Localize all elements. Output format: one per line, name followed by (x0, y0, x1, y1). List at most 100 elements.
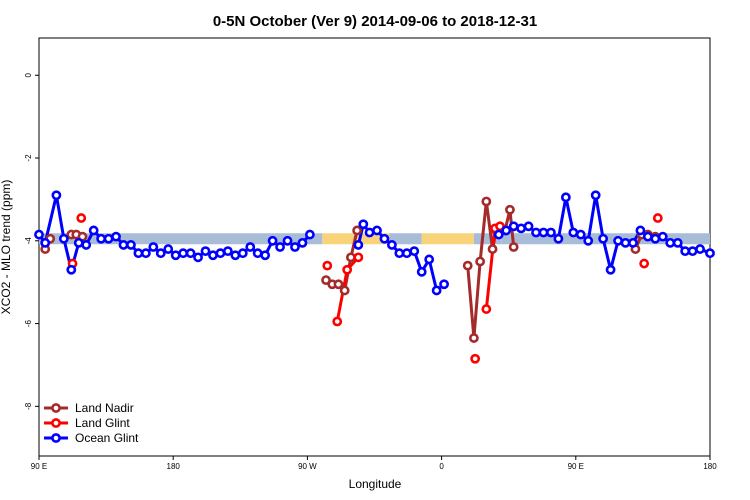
legend-marker-ocean-glint (51, 433, 61, 443)
data-point-ocean-glint (170, 250, 181, 261)
data-point-ocean-glint (401, 248, 412, 259)
data-point-ocean-glint (140, 248, 151, 259)
data-point-ocean-glint (230, 250, 241, 261)
data-point-land-nadir (481, 196, 492, 207)
data-point-ocean-glint (657, 231, 668, 242)
data-point-ocean-glint (583, 235, 594, 246)
data-point-ocean-glint (665, 237, 676, 248)
data-point-ocean-glint (297, 237, 308, 248)
data-point-ocean-glint (372, 225, 382, 236)
y-tick-label: -6 (24, 319, 33, 327)
y-axis: 0 -2 -4 -6 -8 (24, 72, 39, 410)
data-point-land-nadir (339, 285, 350, 296)
data-point-ocean-glint (133, 248, 144, 259)
data-point-ocean-glint (282, 235, 293, 246)
series-layer (34, 190, 715, 364)
data-point-ocean-glint (620, 237, 631, 248)
data-point-land-glint (652, 213, 663, 223)
data-point-ocean-glint (650, 233, 661, 244)
x-tick-label: 180 (167, 462, 181, 471)
data-point-ocean-glint (237, 248, 248, 259)
data-point-ocean-glint (208, 250, 218, 261)
data-point-ocean-glint (386, 240, 397, 250)
legend-label-land-nadir: Land Nadir (75, 401, 134, 415)
chart-title: 0-5N October (Ver 9) 2014-09-06 to 2018-… (213, 13, 537, 30)
data-point-ocean-glint (493, 229, 504, 240)
data-point-land-glint (322, 260, 333, 271)
data-point-ocean-glint (590, 190, 601, 201)
data-point-ocean-glint (222, 246, 233, 257)
data-point-ocean-glint (88, 225, 99, 236)
data-point-ocean-glint (155, 248, 166, 259)
data-point-ocean-glint (695, 244, 705, 254)
data-point-ocean-glint (51, 190, 62, 201)
data-point-ocean-glint (523, 221, 534, 232)
data-point-ocean-glint (304, 229, 315, 240)
legend-marker-land-glint (51, 418, 61, 428)
data-point-land-nadir (469, 333, 479, 343)
data-point-ocean-glint (516, 223, 527, 234)
data-point-land-nadir (352, 225, 363, 236)
data-point-land-glint (639, 258, 650, 269)
data-point-ocean-glint (568, 227, 579, 238)
data-point-ocean-glint (613, 235, 623, 246)
data-point-ocean-glint (66, 264, 77, 275)
data-point-land-nadir (333, 279, 344, 290)
legend-label-ocean-glint: Ocean Glint (75, 431, 139, 445)
data-point-land-glint (353, 252, 364, 263)
data-point-ocean-glint (546, 227, 556, 238)
data-point-ocean-glint (267, 235, 278, 246)
x-tick-label: 90 W (298, 462, 317, 471)
x-axis: 90 E 180 90 W 0 90 E 180 (31, 456, 717, 471)
series-line-ocean-glint (498, 193, 711, 272)
data-point-ocean-glint (260, 250, 271, 261)
data-point-ocean-glint (508, 221, 519, 232)
data-point-ocean-glint (605, 264, 616, 275)
plot-frame (38, 37, 711, 457)
data-point-ocean-glint (553, 233, 564, 244)
data-point-ocean-glint (705, 248, 715, 259)
y-tick-label: -4 (24, 237, 33, 245)
data-point-land-nadir (508, 242, 519, 252)
data-point-land-glint (342, 264, 353, 275)
data-point-ocean-glint (96, 233, 107, 244)
data-point-ocean-glint (501, 225, 512, 236)
data-point-ocean-glint (200, 246, 211, 257)
data-point-land-glint (481, 304, 492, 314)
data-point-ocean-glint (394, 248, 405, 259)
data-point-ocean-glint (439, 279, 449, 290)
data-point-ocean-glint (118, 240, 129, 250)
data-point-ocean-glint (575, 229, 586, 240)
data-point-ocean-glint (215, 248, 226, 259)
data-point-ocean-glint (126, 240, 136, 250)
data-point-land-glint (470, 353, 481, 364)
data-point-ocean-glint (531, 227, 541, 238)
data-point-ocean-glint (635, 225, 646, 236)
data-point-ocean-glint (431, 285, 442, 296)
data-point-ocean-glint (353, 240, 364, 250)
data-point-land-nadir (475, 256, 486, 267)
data-point-ocean-glint (34, 229, 44, 240)
data-point-land-nadir (505, 204, 515, 215)
data-point-ocean-glint (672, 237, 683, 248)
data-point-ocean-glint (148, 242, 159, 252)
x-axis-label: Longitude (349, 477, 402, 491)
data-point-ocean-glint (163, 244, 174, 254)
data-point-land-nadir (345, 252, 356, 263)
data-point-land-nadir (487, 244, 498, 254)
data-point-ocean-glint (409, 246, 420, 257)
y-tick-label: -2 (24, 154, 33, 162)
legend-marker-land-nadir (51, 403, 61, 413)
data-point-ocean-glint (103, 233, 114, 244)
data-point-ocean-glint (379, 233, 390, 244)
data-point-ocean-glint (358, 219, 369, 230)
data-point-ocean-glint (628, 237, 638, 248)
x-tick-label: 0 (439, 462, 444, 471)
y-tick-label: -8 (24, 402, 33, 410)
data-point-ocean-glint (40, 237, 51, 248)
data-point-ocean-glint (538, 227, 549, 238)
data-point-land-nadir (462, 260, 473, 271)
data-point-land-glint (76, 213, 87, 223)
